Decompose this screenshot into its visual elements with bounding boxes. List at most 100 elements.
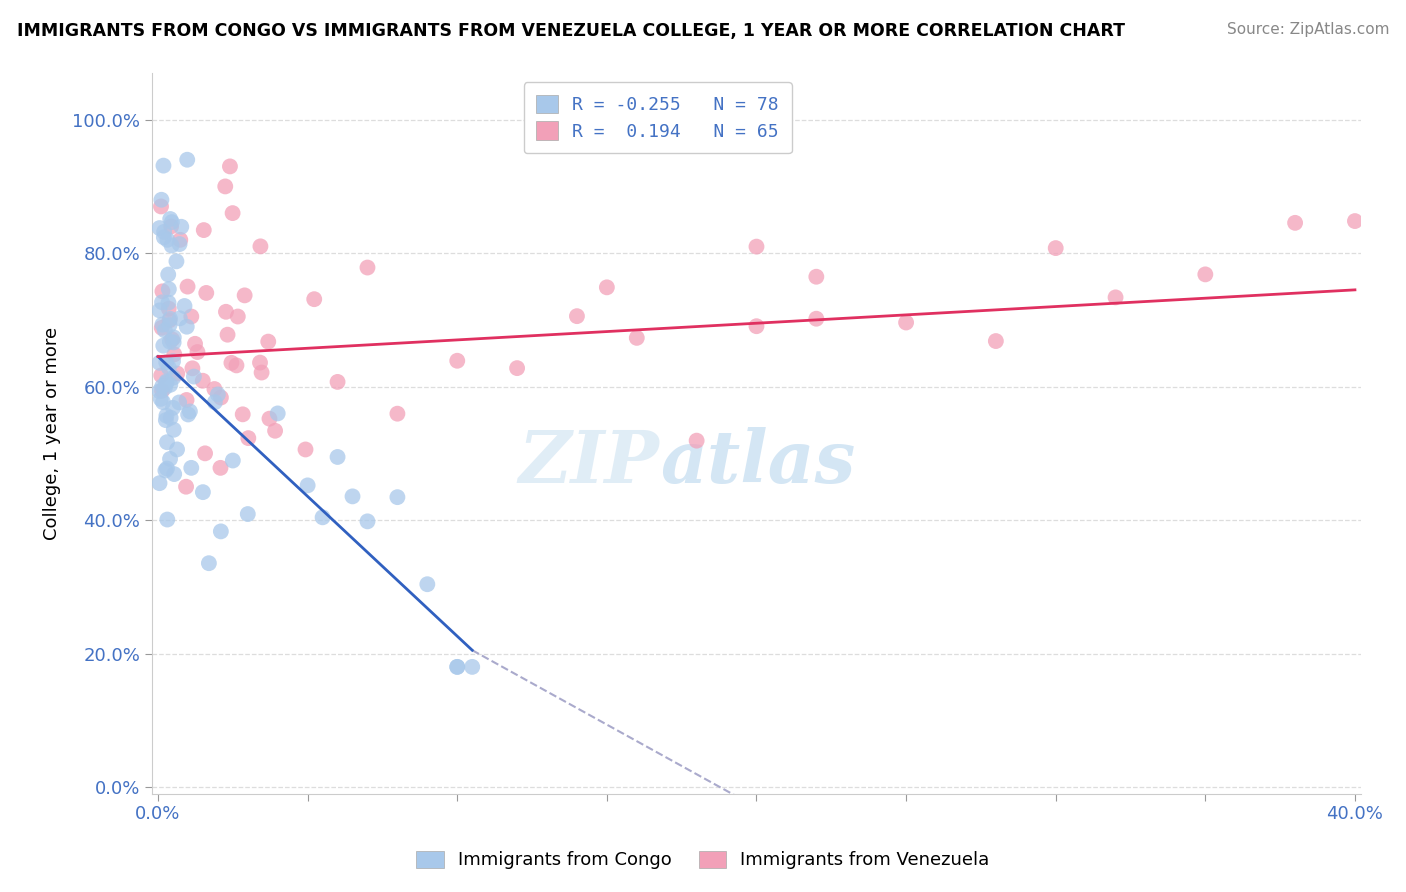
Point (176, 392, 198, 407)
Point (238, 431, 260, 445)
Point (163, 330, 186, 344)
Point (163, 347, 186, 361)
Point (226, 310, 249, 324)
Point (176, 319, 198, 334)
Point (148, 221, 170, 235)
Point (156, 435, 179, 450)
Point (191, 485, 214, 500)
Point (250, 366, 273, 380)
Point (186, 345, 208, 359)
Y-axis label: College, 1 year or more: College, 1 year or more (44, 326, 60, 540)
Point (225, 359, 247, 373)
Point (806, 311, 828, 326)
Point (302, 292, 325, 306)
Point (150, 379, 173, 393)
Point (232, 407, 254, 421)
Legend: R = -0.255   N = 78, R =  0.194   N = 65: R = -0.255 N = 78, R = 0.194 N = 65 (523, 82, 792, 153)
Point (183, 369, 205, 384)
Point (294, 442, 316, 457)
Point (356, 514, 378, 528)
Point (356, 260, 378, 275)
Point (163, 423, 186, 437)
Point (326, 450, 349, 464)
Point (207, 387, 229, 401)
Legend: Immigrants from Congo, Immigrants from Venezuela: Immigrants from Congo, Immigrants from V… (408, 842, 998, 879)
Point (162, 370, 184, 384)
Point (159, 452, 181, 467)
Point (1284, 216, 1306, 230)
Point (160, 332, 183, 346)
Text: ZIP: ZIP (519, 426, 659, 498)
Point (311, 510, 333, 524)
Point (162, 354, 184, 368)
Point (150, 295, 173, 310)
Point (157, 313, 180, 327)
Point (259, 411, 281, 425)
Point (165, 254, 187, 268)
Point (1344, 214, 1367, 228)
Text: atlas: atlas (659, 426, 855, 498)
Point (326, 375, 349, 389)
Point (233, 288, 256, 302)
Point (156, 461, 179, 475)
Point (446, 353, 468, 368)
Point (152, 159, 174, 173)
Point (160, 238, 183, 252)
Point (461, 660, 484, 674)
Point (160, 219, 183, 234)
Point (150, 384, 173, 398)
Point (236, 507, 259, 521)
Point (176, 153, 198, 167)
Point (214, 179, 236, 194)
Point (565, 309, 588, 323)
Point (181, 361, 204, 376)
Point (180, 310, 202, 324)
Point (159, 410, 181, 425)
Point (249, 356, 271, 370)
Point (173, 299, 195, 313)
Point (157, 360, 180, 375)
Point (167, 395, 190, 409)
Point (177, 408, 200, 422)
Point (156, 512, 179, 526)
Point (176, 279, 198, 293)
Point (152, 395, 174, 409)
Point (195, 285, 218, 300)
Point (160, 215, 183, 229)
Point (148, 356, 170, 370)
Point (1104, 290, 1126, 304)
Point (162, 335, 184, 350)
Point (159, 318, 181, 333)
Point (159, 334, 181, 349)
Point (626, 331, 648, 345)
Point (894, 316, 917, 330)
Point (166, 442, 188, 457)
Point (153, 381, 176, 395)
Point (150, 368, 173, 383)
Point (162, 401, 184, 415)
Point (209, 524, 232, 539)
Point (209, 391, 232, 405)
Text: IMMIGRANTS FROM CONGO VS IMMIGRANTS FROM VENEZUELA COLLEGE, 1 YEAR OR MORE CORRE: IMMIGRANTS FROM CONGO VS IMMIGRANTS FROM… (17, 22, 1125, 40)
Point (217, 327, 239, 342)
Point (155, 409, 177, 423)
Point (148, 303, 170, 318)
Point (194, 446, 217, 460)
Point (264, 424, 287, 438)
Point (984, 334, 1007, 348)
Point (506, 361, 529, 376)
Point (1194, 268, 1216, 282)
Point (159, 212, 181, 227)
Point (1045, 241, 1067, 255)
Point (267, 406, 290, 420)
Point (166, 367, 188, 381)
Point (180, 461, 202, 475)
Point (193, 223, 215, 237)
Point (148, 476, 170, 491)
Point (150, 321, 173, 335)
Point (342, 489, 364, 503)
Point (156, 233, 179, 247)
Point (157, 301, 180, 316)
Point (157, 268, 180, 282)
Point (221, 206, 243, 220)
